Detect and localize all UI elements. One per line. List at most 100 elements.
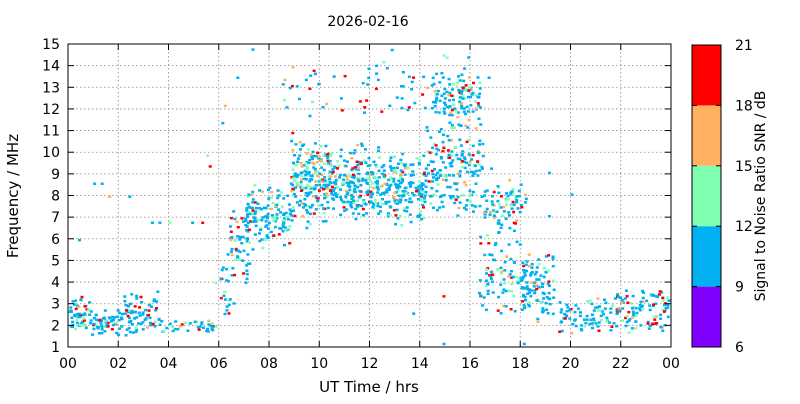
data-point — [236, 235, 240, 238]
data-point — [427, 163, 430, 167]
data-point — [357, 196, 361, 199]
data-point — [629, 302, 633, 305]
data-point — [568, 317, 572, 320]
data-point — [130, 293, 134, 296]
data-point — [485, 234, 489, 237]
data-point — [351, 173, 355, 177]
data-point — [627, 319, 631, 323]
data-point — [308, 185, 312, 189]
data-point — [597, 309, 601, 312]
data-point — [214, 325, 218, 328]
data-point — [461, 194, 465, 197]
data-point — [409, 184, 413, 187]
data-point — [615, 312, 619, 316]
colorbar-band — [692, 286, 721, 347]
data-point — [165, 326, 169, 330]
data-point — [339, 188, 343, 191]
data-point — [333, 194, 337, 197]
data-point — [377, 176, 381, 179]
data-point — [502, 210, 506, 213]
data-point — [352, 190, 356, 193]
data-point — [591, 326, 594, 330]
y-tick-label: 10 — [42, 145, 60, 161]
data-point — [281, 224, 285, 227]
data-point — [95, 324, 99, 327]
data-point — [431, 206, 435, 209]
data-point — [258, 207, 262, 210]
data-point — [158, 221, 162, 224]
data-point — [98, 318, 102, 322]
data-point — [527, 253, 531, 256]
data-point — [478, 106, 482, 109]
data-point — [453, 197, 456, 200]
data-point — [324, 144, 328, 148]
data-point — [139, 295, 143, 299]
data-points — [68, 48, 671, 346]
data-point — [442, 146, 446, 150]
data-point — [399, 175, 403, 179]
data-point — [382, 164, 386, 167]
data-point — [517, 189, 521, 193]
data-point — [511, 188, 515, 191]
y-tick-label: 13 — [42, 80, 60, 96]
data-point — [467, 89, 471, 92]
data-point — [484, 279, 488, 282]
data-point — [399, 181, 403, 185]
data-point — [240, 242, 244, 245]
data-point — [387, 212, 390, 215]
data-point — [168, 322, 172, 326]
data-point — [474, 107, 478, 110]
data-point — [266, 227, 270, 230]
data-point — [507, 211, 511, 214]
data-point — [396, 162, 400, 165]
data-point — [355, 160, 359, 163]
data-point — [254, 224, 258, 228]
data-point — [324, 180, 328, 184]
data-point — [128, 330, 132, 334]
data-point — [180, 323, 184, 326]
data-point — [514, 197, 518, 200]
data-point — [522, 342, 526, 346]
data-point — [330, 193, 334, 196]
data-point — [565, 310, 569, 313]
data-point — [238, 238, 242, 241]
data-point — [284, 228, 288, 231]
data-point — [330, 181, 334, 185]
y-tick-label: 9 — [51, 167, 60, 183]
data-point — [458, 158, 462, 161]
data-point — [459, 144, 463, 147]
data-point — [509, 308, 513, 311]
data-point — [434, 173, 438, 177]
data-point — [250, 193, 254, 197]
data-point — [147, 309, 151, 312]
data-point — [508, 179, 512, 182]
data-point — [464, 208, 468, 211]
data-point — [631, 307, 634, 310]
data-point — [253, 201, 257, 204]
data-point — [245, 272, 249, 276]
data-point — [628, 318, 632, 321]
data-point — [82, 317, 86, 320]
data-point — [400, 85, 403, 88]
x-tick-label: 20 — [562, 356, 580, 372]
data-point — [305, 152, 309, 155]
data-point — [143, 318, 147, 321]
data-point — [465, 161, 469, 164]
x-tick-label: 16 — [461, 356, 479, 372]
data-point — [648, 308, 652, 312]
data-point — [497, 219, 501, 222]
data-point — [431, 146, 435, 150]
data-point — [329, 189, 332, 192]
data-point — [236, 76, 240, 79]
data-point — [345, 208, 349, 211]
data-point — [414, 186, 418, 190]
data-point — [307, 161, 311, 165]
data-point — [493, 216, 496, 219]
data-point — [497, 295, 501, 299]
data-point — [458, 100, 462, 103]
data-point — [470, 204, 474, 207]
data-point — [336, 192, 340, 195]
data-point — [329, 154, 333, 158]
data-point — [279, 191, 283, 194]
data-point — [464, 204, 468, 207]
